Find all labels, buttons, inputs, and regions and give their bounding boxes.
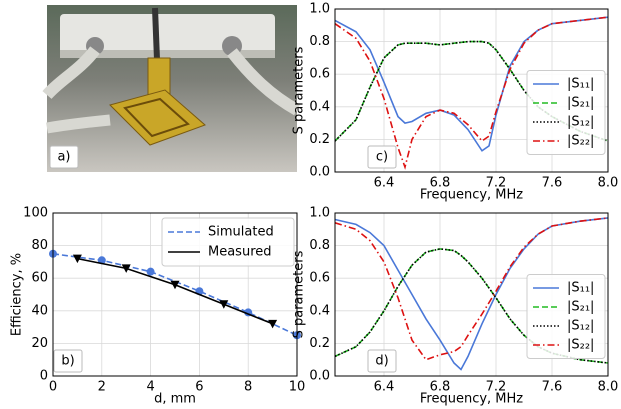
series-line — [334, 217, 609, 371]
legend-label: |S₂₁| — [567, 96, 594, 111]
y-tick-label: 0.6 — [309, 271, 330, 286]
y-axis-label: S parameters — [292, 46, 307, 134]
marker — [146, 267, 155, 276]
legend-label: |S₁₁| — [567, 77, 594, 92]
marker — [219, 300, 229, 309]
x-tick-label: 6.8 — [430, 176, 451, 191]
panel-label: d) — [375, 354, 388, 369]
marker — [97, 256, 106, 265]
y-tick-label: 80 — [31, 238, 48, 253]
legend-box — [526, 70, 606, 155]
x-tick-label: 2 — [98, 380, 106, 395]
x-axis-label: Frequency, MHz — [420, 392, 523, 407]
axes-frame — [334, 212, 609, 377]
y-tick-label: 0.2 — [309, 336, 330, 351]
x-tick-label: 8.0 — [598, 176, 619, 191]
series-line — [52, 253, 298, 337]
marker — [121, 264, 131, 273]
x-tick-label: 7.2 — [486, 176, 507, 191]
y-tick-label: 1.0 — [309, 206, 330, 221]
y-tick-label: 0.0 — [309, 165, 330, 180]
x-tick-label: 4 — [146, 380, 154, 395]
legend-label: |S₂₂| — [567, 338, 594, 353]
y-axis-label: Efficiency, % — [10, 253, 25, 336]
x-axis-label: Frequency, MHz — [420, 188, 523, 203]
x-tick-label: 7.6 — [542, 176, 563, 191]
legend-label: |S₁₁| — [567, 281, 594, 296]
legend-label: |S₂₂| — [567, 134, 594, 149]
panel-label: b) — [61, 354, 74, 369]
y-tick-label: 0 — [40, 369, 48, 384]
y-tick-label: 0.4 — [309, 303, 330, 318]
legend-label: |S₂₁| — [567, 300, 594, 315]
y-tick-label: 60 — [31, 271, 48, 286]
x-tick-label: 8 — [244, 380, 252, 395]
panel-label-box — [53, 349, 83, 373]
y-axis-label: S parameters — [292, 250, 307, 338]
legend-label: Measured — [208, 245, 272, 260]
panel-label-box — [367, 145, 397, 169]
marker — [72, 254, 82, 264]
y-tick-label: 100 — [23, 206, 48, 221]
legend-box — [161, 217, 295, 267]
y-tick-label: 1.0 — [309, 2, 330, 17]
y-tick-label: 20 — [31, 336, 48, 351]
x-tick-label: 6.8 — [430, 380, 451, 395]
x-tick-label: 6.4 — [374, 176, 395, 191]
marker — [170, 280, 180, 290]
legend-label: Simulated — [208, 225, 274, 240]
x-tick-label: 10 — [289, 380, 306, 395]
legend-label: |S₁₂| — [567, 115, 594, 130]
y-tick-label: 0.4 — [309, 99, 330, 114]
series-line — [77, 257, 273, 325]
y-tick-label: 0.8 — [309, 34, 330, 49]
panel-label-box — [49, 145, 79, 169]
x-axis-label: d, mm — [154, 392, 196, 407]
y-tick-label: 0.6 — [309, 67, 330, 82]
x-tick-label: 7.2 — [486, 380, 507, 395]
series-line — [334, 40, 609, 142]
x-tick-label: 0 — [49, 380, 57, 395]
y-tick-label: 0.2 — [309, 132, 330, 147]
x-tick-label: 6 — [195, 380, 203, 395]
y-tick-label: 40 — [31, 303, 48, 318]
legend-label: |S₁₂| — [567, 319, 594, 334]
y-tick-label: 0.8 — [309, 238, 330, 253]
axes-frame — [52, 212, 298, 377]
panel-label: c) — [376, 150, 388, 165]
x-tick-label: 8.0 — [598, 380, 619, 395]
axes-frame — [334, 8, 609, 173]
panel-label-box — [367, 349, 397, 373]
legend-box — [526, 274, 606, 359]
panel-label: a) — [57, 150, 70, 165]
x-tick-label: 6.4 — [374, 380, 395, 395]
x-tick-label: 7.6 — [542, 380, 563, 395]
photo — [42, 5, 300, 172]
series-line — [334, 16, 609, 170]
marker — [268, 319, 278, 329]
y-tick-label: 0.0 — [309, 369, 330, 384]
